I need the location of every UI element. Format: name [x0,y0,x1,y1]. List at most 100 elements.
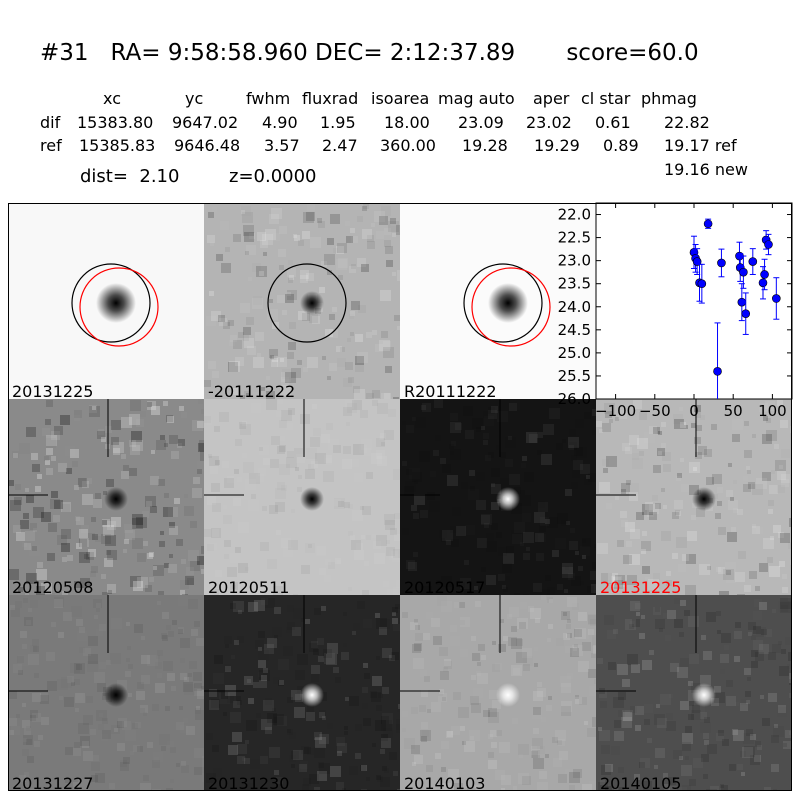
source-blob [692,683,716,707]
stamp-panel: 20140105 [596,595,792,791]
stamp-date-label: 20140105 [600,774,682,791]
stamp-image [8,399,204,595]
y-tick-label: 22.5 [558,229,591,247]
stamp-panel: 20131227 [8,595,204,791]
stamp-panel: 20120508 [8,399,204,595]
stamp-image [204,203,400,399]
stamp-panel: R20111222 [400,203,596,399]
x-tick-label: 100 [758,402,787,420]
row-label: ref [40,136,62,155]
data-point [697,279,707,289]
cell-fluxrad: 1.95 [320,113,356,132]
red-aperture-circle [79,267,159,347]
cell-xc: 15383.80 [77,113,154,132]
stamp-date-label: 20131225 [12,382,94,399]
y-tick-label: 25.0 [558,344,591,362]
black-aperture-circle [71,263,151,343]
stamp-image [400,399,596,595]
cell-isoarea: 18.00 [384,113,430,132]
data-point [717,258,726,268]
source-blob [496,683,520,707]
row-label: dif [40,113,61,132]
y-tick-label: 24.0 [558,298,591,316]
col-header-fwhm: fwhm [246,89,291,108]
stamp-image [8,203,204,399]
stamp-panel: 20131225 [596,399,792,595]
stamp-date-label: 20131230 [208,774,290,791]
cell-mag-auto: 23.09 [458,113,504,132]
stamp-image [8,595,204,791]
source-blob [300,683,324,707]
stamp-image [204,399,400,595]
col-header-yc: yc [185,89,204,108]
data-point [692,257,702,266]
stamp-date-label: 20140103 [404,774,486,791]
y-tick-label: 23.5 [558,275,591,293]
stamp-image [400,203,596,399]
cell-yc: 9647.02 [172,113,239,132]
stamp-date-label: 20120508 [12,578,94,595]
data-point [772,294,781,303]
x-tick-label: −100 [595,402,636,420]
source-blob [488,283,528,323]
stamp-panel: 20131230 [204,595,400,791]
stamp-date-label: 20131227 [12,774,94,791]
cell-cl-star: 0.61 [595,113,631,132]
data-point [739,267,748,277]
source-blob [496,487,520,511]
stamp-panel: 20120517 [400,399,596,595]
stamp-date-label: 20131225 [600,578,682,595]
stamp-image [400,595,596,791]
y-tick-label: 24.5 [558,321,591,339]
data-point [748,257,758,266]
data-point [703,219,713,229]
col-header-xc: xc [103,89,121,108]
cell-yc: 9646.48 [174,136,241,155]
header-title: #31 RA= 9:58:58.960 DEC= 2:12:37.89 scor… [40,40,699,66]
cell-mag-auto: 19.28 [462,136,508,155]
stamp-panel: 20140103 [400,595,596,791]
black-aperture-circle [267,263,347,343]
x-tick-label: −50 [639,402,671,420]
source-blob [96,283,136,323]
stamp-image [596,399,792,595]
stamp-date-label: -20111222 [208,382,296,399]
light-curve-plot: 22.0 22.5 23.0 23.5 24.0 24.5 25.0 25.5 26.0−100… [558,202,793,420]
stamp-date-label: 20120511 [208,578,290,595]
col-header-phmag: phmag [641,89,697,108]
data-point [758,278,768,288]
cell-fluxrad: 2.47 [322,136,358,155]
stamp-image [204,595,400,791]
cell-aper: 23.02 [526,113,572,132]
y-tick-label: 22.0 [558,206,591,224]
source-blob [104,683,128,707]
y-tick-label: 25.5 [558,367,591,385]
stamp-panel: -20111222 [204,203,400,399]
stamp-panel: 20131225 [8,203,204,399]
y-tick-label: 23.0 [558,252,591,270]
y-tick-label: 26.0 [558,390,591,408]
source-blob [104,487,128,511]
source-blob [692,487,716,511]
stamp-panel: 20120511 [204,399,400,595]
stamp-image [596,595,792,791]
plot-area [595,202,793,400]
source-blob [300,487,324,511]
data-point [737,297,747,307]
cell-isoarea: 360.00 [380,136,436,155]
source-blob [300,291,324,315]
stamp-date-label: R20111222 [404,382,497,399]
phmag-new: 19.16 new [664,160,748,179]
cell-xc: 15385.83 [79,136,156,155]
cell-aper: 19.29 [534,136,580,155]
dist-value: dist= 2.10 [80,166,180,187]
black-aperture-circle [463,263,543,343]
col-header-isoarea: isoarea [371,89,430,108]
x-tick-label: 50 [724,402,743,420]
col-header-fluxrad: fluxrad [302,89,359,108]
cell-fwhm: 4.90 [262,113,298,132]
stamp-date-label: 20120517 [404,578,486,595]
data-point [760,270,769,279]
col-header-mag-auto: mag auto [438,89,515,108]
cell-cl-star: 0.89 [603,136,639,155]
